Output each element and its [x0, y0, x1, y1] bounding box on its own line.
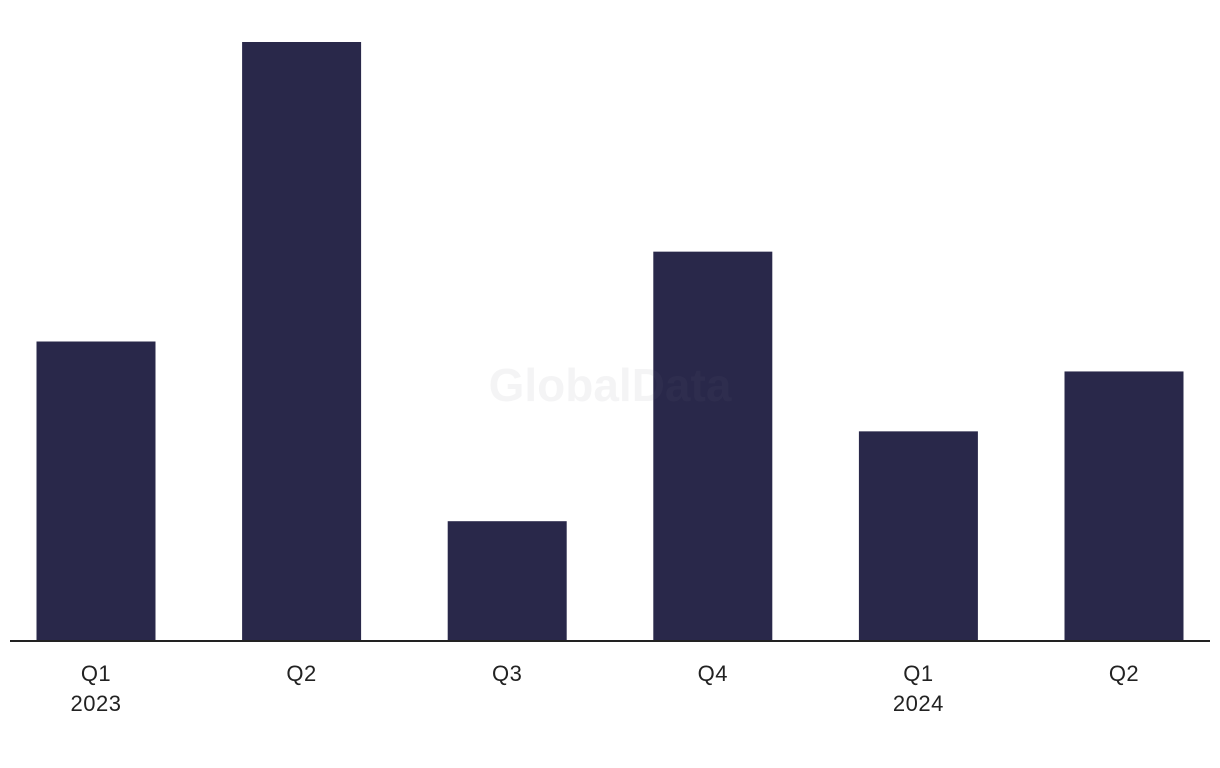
bar	[1064, 371, 1184, 641]
x-tick-label: Q3	[492, 661, 523, 686]
watermark: GlobalData	[488, 359, 732, 411]
bar	[447, 521, 567, 641]
bar	[36, 341, 156, 641]
x-tick-label: Q2	[1108, 661, 1140, 686]
x-tick-label: Q4	[697, 661, 728, 686]
x-tick-label: Q1 2024	[892, 661, 944, 716]
bar	[242, 42, 362, 641]
bar	[653, 251, 773, 641]
x-tick-label: Q1 2023	[70, 661, 122, 716]
x-tick-label: Q2	[286, 661, 317, 686]
bar	[858, 431, 978, 641]
